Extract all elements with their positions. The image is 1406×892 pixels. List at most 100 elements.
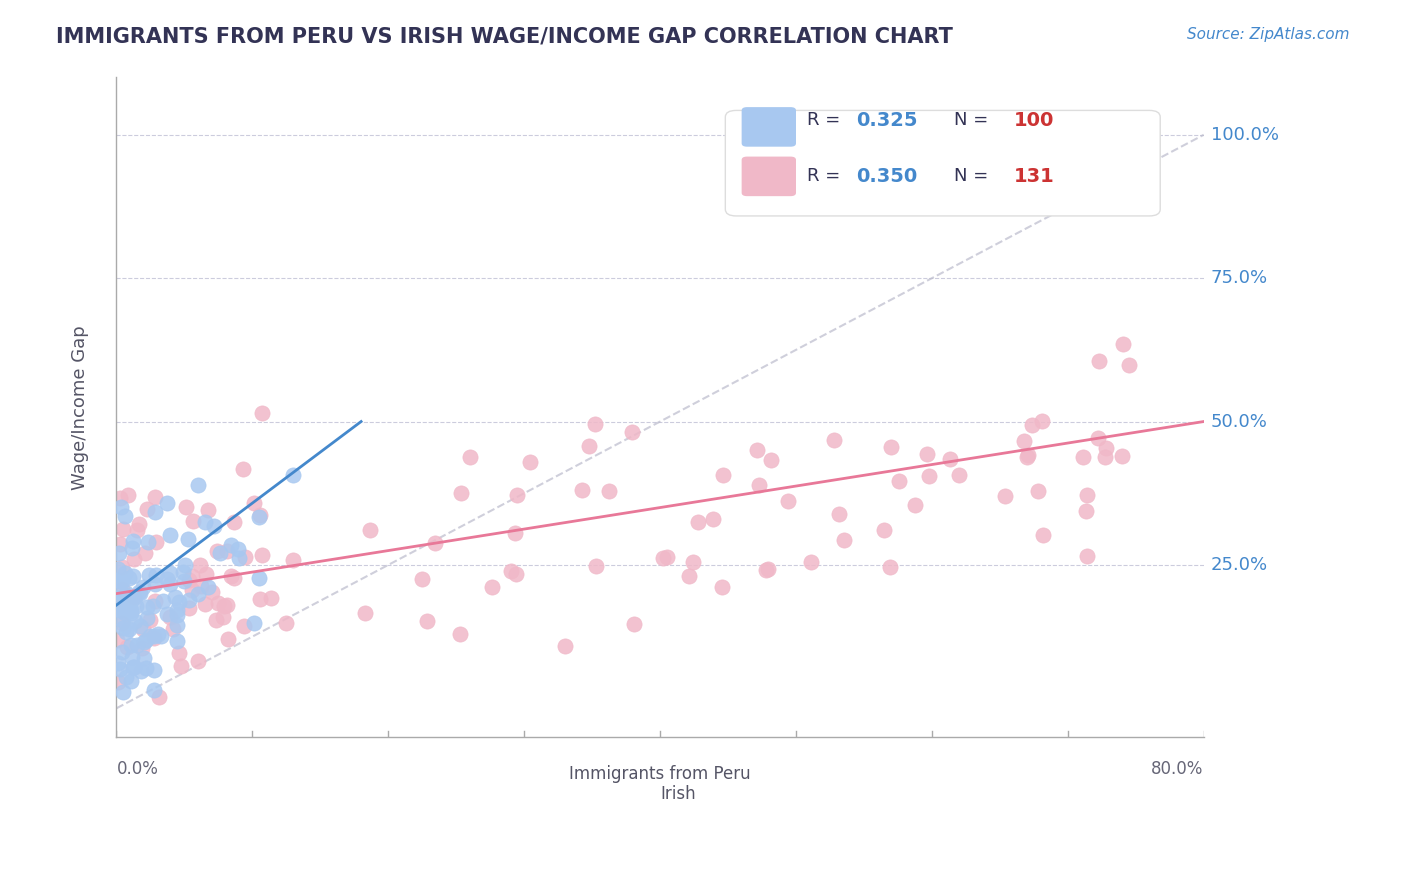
Point bbox=[450, 485, 472, 500]
Point bbox=[651, 551, 673, 566]
Point bbox=[481, 580, 503, 594]
Point bbox=[686, 515, 709, 529]
Point bbox=[135, 660, 157, 674]
Point bbox=[167, 646, 190, 660]
Point bbox=[139, 629, 162, 643]
Point bbox=[217, 544, 239, 558]
Point bbox=[678, 569, 700, 583]
Point bbox=[359, 523, 381, 537]
Point bbox=[143, 577, 166, 591]
Point bbox=[583, 417, 606, 432]
Point bbox=[228, 551, 250, 566]
Point bbox=[128, 618, 150, 632]
Point bbox=[162, 622, 184, 636]
Point bbox=[247, 509, 270, 524]
Point bbox=[125, 639, 148, 653]
Point bbox=[124, 660, 146, 674]
Text: Immigrants from Peru: Immigrants from Peru bbox=[569, 765, 751, 783]
Point bbox=[142, 663, 165, 677]
Point bbox=[124, 614, 146, 628]
Point bbox=[554, 639, 576, 653]
Point bbox=[142, 629, 165, 643]
Point bbox=[260, 591, 283, 605]
Point bbox=[138, 568, 160, 582]
Point bbox=[108, 583, 131, 598]
Point bbox=[111, 685, 134, 699]
Point bbox=[111, 574, 134, 589]
Point bbox=[110, 645, 132, 659]
Point bbox=[108, 601, 131, 615]
Point bbox=[166, 618, 188, 632]
Point bbox=[166, 633, 188, 648]
Point bbox=[621, 425, 644, 440]
Point bbox=[948, 467, 970, 482]
Text: N =: N = bbox=[953, 168, 988, 186]
Point bbox=[134, 635, 156, 649]
Point bbox=[166, 608, 188, 623]
Point bbox=[759, 453, 782, 467]
Point bbox=[111, 560, 134, 574]
Text: Irish: Irish bbox=[659, 785, 696, 803]
Point bbox=[159, 528, 181, 542]
Point bbox=[194, 567, 217, 582]
Point bbox=[519, 455, 541, 469]
Point bbox=[503, 525, 526, 540]
Point bbox=[873, 523, 896, 537]
Point bbox=[174, 558, 197, 572]
Point bbox=[152, 594, 174, 608]
Point bbox=[1026, 484, 1049, 499]
Point bbox=[121, 659, 143, 673]
Point bbox=[283, 467, 305, 482]
Point bbox=[143, 491, 166, 505]
Point bbox=[121, 541, 143, 556]
Point bbox=[107, 562, 129, 576]
Text: 0.350: 0.350 bbox=[856, 167, 917, 186]
Point bbox=[745, 442, 768, 457]
Point bbox=[127, 523, 149, 537]
Point bbox=[115, 585, 138, 599]
Point bbox=[205, 544, 228, 558]
Point bbox=[1118, 359, 1140, 373]
Point bbox=[145, 535, 167, 549]
Point bbox=[505, 566, 527, 581]
Point bbox=[190, 579, 212, 593]
Text: Source: ZipAtlas.com: Source: ZipAtlas.com bbox=[1187, 27, 1350, 42]
Point bbox=[173, 574, 195, 588]
Point bbox=[172, 565, 194, 579]
Point bbox=[423, 535, 446, 549]
Point bbox=[250, 548, 273, 562]
Point bbox=[1095, 441, 1118, 455]
Point bbox=[120, 638, 142, 652]
Point bbox=[143, 631, 166, 645]
Point bbox=[107, 632, 129, 647]
Point bbox=[170, 659, 193, 673]
FancyBboxPatch shape bbox=[741, 107, 796, 146]
Point bbox=[506, 488, 529, 502]
Point bbox=[121, 569, 143, 583]
Point bbox=[194, 515, 217, 529]
Point bbox=[145, 568, 167, 582]
Point bbox=[800, 555, 823, 569]
Point bbox=[135, 599, 157, 614]
Point bbox=[918, 469, 941, 483]
Point bbox=[834, 533, 856, 547]
Point bbox=[142, 682, 165, 697]
Point bbox=[118, 571, 141, 585]
Point bbox=[124, 590, 146, 604]
Point bbox=[207, 596, 229, 610]
Point bbox=[155, 572, 177, 586]
Point bbox=[148, 690, 170, 704]
Text: 25.0%: 25.0% bbox=[1211, 556, 1268, 574]
Point bbox=[187, 654, 209, 668]
Point bbox=[112, 621, 135, 635]
Point bbox=[110, 491, 132, 506]
Point bbox=[131, 580, 153, 594]
Point bbox=[159, 566, 181, 580]
Point bbox=[776, 494, 799, 508]
Point bbox=[105, 573, 128, 587]
Point bbox=[139, 613, 162, 627]
Point bbox=[219, 538, 242, 552]
Point bbox=[177, 533, 200, 547]
Text: R =: R = bbox=[807, 112, 846, 129]
Point bbox=[121, 533, 143, 548]
